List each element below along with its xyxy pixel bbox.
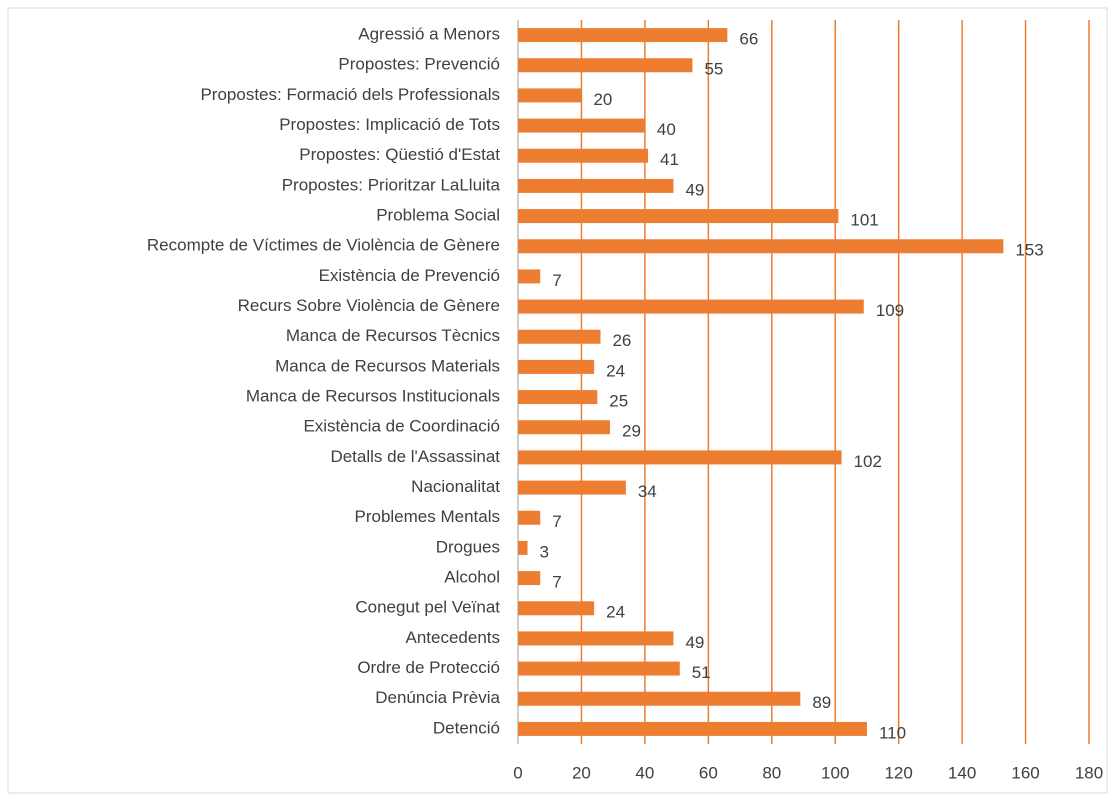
bar (518, 661, 680, 676)
bar (518, 329, 601, 344)
y-tick-label: Problema Social (376, 206, 500, 225)
x-tick-label: 80 (762, 763, 781, 782)
data-label: 101 (850, 211, 878, 230)
data-label: 89 (812, 693, 831, 712)
y-tick-label: Nacionalitat (411, 477, 500, 496)
data-label: 55 (704, 60, 723, 79)
bar (518, 88, 582, 103)
bar (518, 178, 674, 193)
bar (518, 480, 626, 495)
bar (518, 209, 839, 224)
y-tick-label: Existència de Prevenció (319, 266, 500, 285)
bar (518, 239, 1004, 254)
data-label: 102 (854, 452, 882, 471)
y-tick-label: Drogues (436, 537, 500, 556)
x-tick-label: 40 (635, 763, 654, 782)
bar (518, 390, 598, 405)
data-label: 66 (739, 30, 758, 49)
x-tick-label: 20 (572, 763, 591, 782)
data-label: 51 (692, 663, 711, 682)
bar (518, 450, 842, 465)
data-label: 49 (685, 180, 704, 199)
x-tick-label: 180 (1075, 763, 1103, 782)
bar (518, 28, 728, 43)
bar (518, 601, 595, 616)
y-tick-label: Propostes: Qüestió d'Estat (299, 145, 500, 164)
y-tick-label: Propostes: Prioritzar LaLluita (282, 175, 501, 194)
data-label: 49 (685, 633, 704, 652)
y-tick-label: Propostes: Implicació de Tots (279, 115, 500, 134)
bar (518, 540, 528, 555)
x-tick-label: 60 (699, 763, 718, 782)
bar (518, 571, 541, 586)
data-label: 24 (606, 603, 625, 622)
y-tick-label: Alcohol (444, 568, 500, 587)
y-tick-label: Propostes: Prevenció (338, 55, 500, 74)
data-label: 40 (657, 120, 676, 139)
y-tick-label: Problemes Mentals (354, 507, 500, 526)
x-tick-label: 160 (1011, 763, 1039, 782)
x-tick-label: 100 (821, 763, 849, 782)
y-tick-label: Manca de Recursos Institucionals (246, 387, 500, 406)
data-label: 3 (540, 542, 549, 561)
data-label: 29 (622, 422, 641, 441)
data-label: 25 (609, 392, 628, 411)
bar (518, 631, 674, 646)
y-tick-label: Detalls de l'Assassinat (330, 447, 500, 466)
bar (518, 148, 649, 163)
data-label: 20 (593, 90, 612, 109)
y-tick-label: Manca de Recursos Materials (275, 356, 500, 375)
data-label: 34 (638, 482, 657, 501)
x-tick-label: 0 (513, 763, 522, 782)
bar (518, 510, 541, 525)
data-label: 153 (1015, 241, 1043, 260)
data-label: 110 (879, 723, 906, 742)
data-label: 26 (612, 331, 631, 350)
data-label: 7 (552, 271, 561, 290)
data-label: 24 (606, 361, 625, 380)
y-tick-label: Ordre de Protecció (357, 658, 500, 677)
y-tick-label: Existència de Coordinació (303, 417, 500, 436)
bar (518, 58, 693, 73)
y-tick-label: Agressió a Menors (358, 25, 500, 44)
y-tick-label: Antecedents (405, 628, 500, 647)
y-tick-label: Detenció (433, 718, 500, 737)
y-tick-label: Recurs Sobre Violència de Gènere (238, 296, 500, 315)
y-tick-label: Conegut pel Veïnat (355, 598, 500, 617)
bar (518, 299, 864, 314)
bar (518, 269, 541, 284)
data-label: 41 (660, 150, 679, 169)
bar (518, 118, 645, 133)
y-tick-label: Denúncia Prèvia (375, 688, 500, 707)
data-label: 109 (876, 301, 904, 320)
data-label: 7 (552, 512, 561, 531)
y-tick-label: Propostes: Formació dels Professionals (200, 85, 500, 104)
y-tick-label: Recompte de Víctimes de Violència de Gèn… (147, 236, 500, 255)
x-tick-label: 140 (948, 763, 976, 782)
x-tick-label: 120 (884, 763, 912, 782)
bar (518, 359, 595, 374)
data-label: 7 (552, 573, 561, 592)
bar (518, 721, 867, 736)
bar (518, 420, 610, 435)
y-tick-label: Manca de Recursos Tècnics (286, 326, 500, 345)
bar (518, 691, 801, 706)
